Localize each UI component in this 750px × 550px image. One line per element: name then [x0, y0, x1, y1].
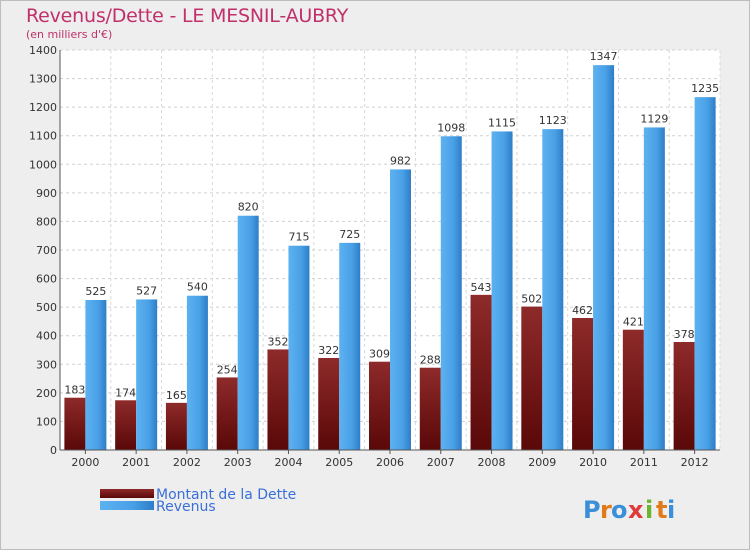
debt-data-label: 183	[64, 384, 85, 397]
x-tick-label: 2002	[173, 456, 201, 469]
debt-data-label: 254	[217, 363, 238, 376]
revenue-data-label: 1115	[488, 116, 516, 129]
revenue-data-label: 1347	[590, 50, 618, 63]
debt-bar	[165, 402, 187, 450]
y-tick-label: 400	[36, 330, 57, 343]
x-tick-label: 2012	[681, 456, 709, 469]
revenue-bar	[186, 295, 208, 450]
y-tick-label: 900	[36, 187, 57, 200]
legend-swatch-debt	[100, 489, 154, 498]
y-axis: 0 100 200 300 400 500 600 700 800 900 1000 1100 1200…	[29, 44, 61, 457]
debt-data-label: 421	[623, 316, 644, 329]
x-tick-label: 2001	[122, 456, 150, 469]
revenue-data-label: 1235	[691, 82, 719, 95]
revenue-bar	[390, 169, 411, 450]
x-axis: 2000 2001 2002 2003 2004 2005 2006 2007 2008 2009…	[60, 449, 720, 469]
revenue-data-label: 525	[85, 285, 106, 298]
debt-bar	[622, 329, 644, 450]
logo-letter: x	[628, 496, 644, 524]
debt-bar	[64, 397, 86, 450]
revenue-bar	[237, 215, 259, 450]
y-tick-label: 100	[36, 415, 57, 428]
debt-data-label: 378	[674, 328, 695, 341]
x-tick-label: 2003	[224, 456, 252, 469]
y-tick-label: 1400	[29, 44, 57, 57]
debt-bar	[115, 400, 137, 450]
logo-letter: P	[583, 496, 601, 524]
y-tick-label: 1300	[29, 73, 57, 86]
revenue-bar	[694, 97, 716, 451]
revenue-bar	[85, 300, 107, 450]
revenue-data-label: 1098	[437, 121, 465, 134]
debt-bar	[470, 294, 492, 450]
y-tick-label: 500	[36, 301, 57, 314]
debt-data-label: 174	[115, 386, 136, 399]
revenue-data-label: 715	[288, 231, 309, 244]
revenue-data-label: 527	[136, 284, 157, 297]
revenue-bar	[440, 136, 462, 451]
revenue-bar	[288, 245, 310, 450]
revenue-bar	[136, 299, 158, 450]
debt-data-label: 543	[471, 281, 492, 294]
debt-data-label: 502	[521, 293, 542, 306]
logo-letter: i	[667, 496, 675, 524]
chart-subtitle: (en milliers d'€)	[26, 28, 113, 41]
legend-swatch-revenue	[100, 501, 154, 510]
revenue-data-label: 725	[339, 228, 360, 241]
revenue-data-label: 1123	[539, 114, 567, 127]
bars: 183 525 174 527 165 540 254 820 352 715 322 725 309 9…	[64, 50, 719, 451]
logo-letter: o	[611, 496, 628, 524]
y-tick-label: 800	[36, 215, 57, 228]
x-tick-label: 2011	[630, 456, 658, 469]
y-tick-label: 1100	[29, 130, 57, 143]
x-tick-label: 2009	[528, 456, 556, 469]
y-tick-label: 600	[36, 273, 57, 286]
debt-bar	[419, 367, 441, 450]
x-tick-label: 2004	[274, 456, 302, 469]
debt-bar	[673, 342, 695, 450]
x-tick-label: 2008	[478, 456, 506, 469]
debt-data-label: 352	[267, 335, 288, 348]
debt-data-label: 288	[420, 354, 441, 367]
revenue-data-label: 820	[238, 201, 259, 214]
revenue-bar	[491, 131, 513, 450]
x-tick-label: 2006	[376, 456, 404, 469]
debt-bar	[369, 361, 390, 450]
revenue-bar	[542, 129, 564, 450]
revenue-bar	[643, 127, 665, 450]
debt-data-label: 309	[369, 348, 390, 361]
debt-bar	[318, 358, 340, 450]
debt-data-label: 165	[166, 389, 187, 402]
x-tick-label: 2000	[71, 456, 99, 469]
debt-bar	[572, 318, 594, 450]
logo-letter: t	[656, 496, 667, 524]
x-tick-label: 2010	[579, 456, 607, 469]
revenue-bar	[593, 65, 615, 451]
revenue-data-label: 540	[187, 281, 208, 294]
y-tick-label: 1000	[29, 158, 57, 171]
legend-label-revenue: Revenus	[156, 499, 216, 515]
revenue-bar	[339, 242, 361, 450]
debt-data-label: 322	[318, 344, 339, 357]
legend-label-debt: Montant de la Dette	[156, 487, 296, 503]
logo-letter: r	[600, 496, 612, 524]
y-tick-label: 300	[36, 358, 57, 371]
y-tick-label: 200	[36, 387, 57, 400]
x-tick-label: 2007	[427, 456, 455, 469]
y-tick-label: 0	[50, 444, 57, 457]
y-tick-label: 700	[36, 244, 57, 257]
y-tick-label: 1200	[29, 101, 57, 114]
revenue-data-label: 982	[390, 154, 411, 167]
revenue-data-label: 1129	[640, 112, 668, 125]
logo-letter: i	[645, 496, 653, 524]
debt-bar	[216, 377, 238, 450]
chart-title: Revenus/Dette - LE MESNIL-AUBRY	[26, 5, 349, 27]
x-tick-label: 2005	[325, 456, 353, 469]
debt-bar	[521, 306, 543, 450]
debt-bar	[267, 349, 289, 450]
debt-data-label: 462	[572, 304, 593, 317]
